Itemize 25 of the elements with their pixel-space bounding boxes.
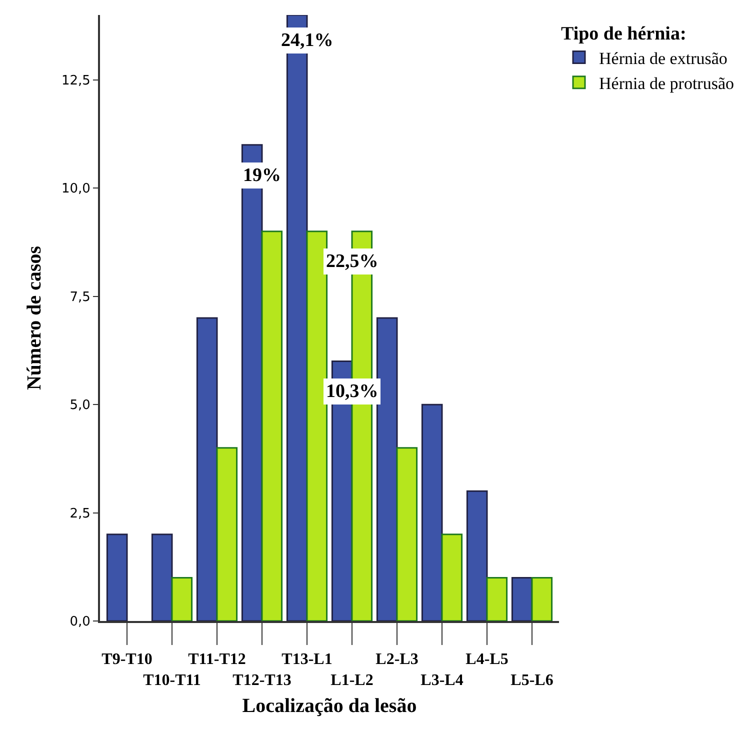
x-tick-label: T10-T11 [143,672,201,689]
annotation: 10,3% [326,381,378,402]
annotation: 22,5% [326,251,378,272]
y-tick-label: 2,5 [70,506,90,522]
x-tick-label: L3-L4 [420,672,464,689]
annotation: 24,1% [281,30,334,51]
y-tick-label: 5,0 [70,398,90,414]
y-tick-label: 7,5 [70,290,90,305]
x-tick-label: L1-L2 [330,672,374,689]
legend-title: Tipo de hérnia: [561,24,686,45]
x-tick-label: L4-L5 [466,651,508,668]
y-tick-label: 12,5 [61,73,90,88]
annotation: 19% [243,165,281,186]
y-axis-title: Número de casos [23,246,46,390]
y-tick-label: 0,0 [70,614,90,630]
legend-label: Hérnia de extrusão [599,48,728,68]
x-tick-label: L2-L3 [376,651,418,668]
x-tick-label: L5-L6 [510,672,554,689]
x-tick-label: T13-L1 [282,651,332,668]
x-tick-label: T11-T12 [188,651,246,668]
legend-label: Hérnia de protrusão [599,74,734,93]
x-axis-title: Localização da lesão [242,695,417,717]
x-tick-label: T9-T10 [102,651,152,668]
y-tick-label: 10,0 [61,182,90,197]
x-tick-label: T12-T13 [232,672,292,689]
